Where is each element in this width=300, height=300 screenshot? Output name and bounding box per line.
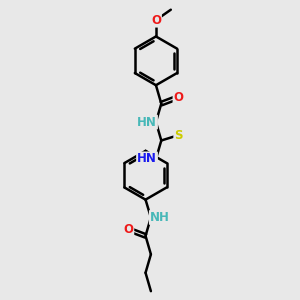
Text: HN: HN [137,152,157,165]
Text: O: O [151,14,161,27]
Text: HN: HN [137,116,157,129]
Text: O: O [173,91,184,103]
Text: NH: NH [150,211,170,224]
Text: S: S [174,129,183,142]
Text: O: O [123,223,133,236]
